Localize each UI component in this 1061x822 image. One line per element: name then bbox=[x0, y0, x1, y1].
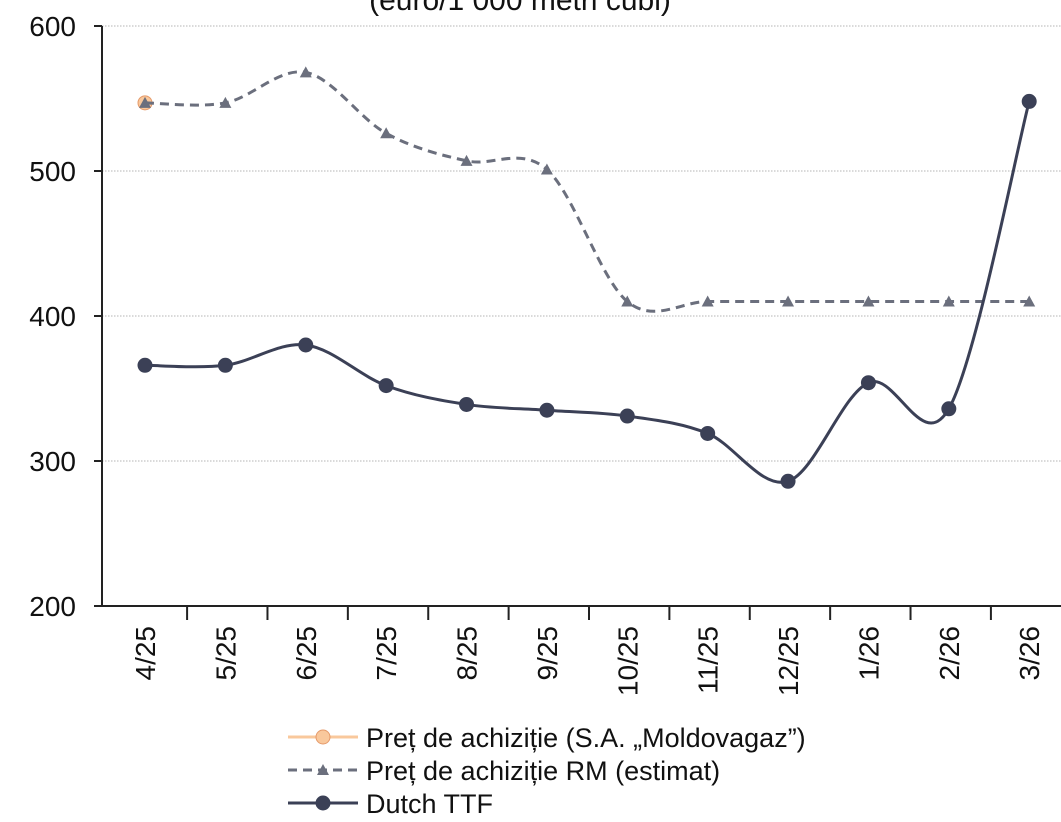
data-point bbox=[219, 96, 232, 108]
series-line bbox=[144, 101, 1031, 484]
legend-marker bbox=[315, 729, 331, 745]
legend-label: Preț de achiziție (S.A. „Moldovagaz”) bbox=[366, 723, 806, 753]
x-tick-label: 8/25 bbox=[452, 626, 483, 681]
y-tick-label: 400 bbox=[29, 301, 76, 332]
data-point bbox=[139, 96, 151, 108]
data-point bbox=[380, 127, 393, 139]
data-point bbox=[701, 295, 714, 307]
legend-marker bbox=[315, 795, 331, 811]
chart-title: (euro/1 000 metri cubi) bbox=[369, 0, 671, 17]
data-point bbox=[619, 408, 635, 424]
data-point bbox=[459, 396, 475, 412]
x-tick-label: 1/26 bbox=[853, 626, 884, 681]
x-tick-label: 10/25 bbox=[612, 626, 643, 696]
x-tick-label: 3/26 bbox=[1014, 626, 1045, 681]
data-point bbox=[700, 425, 716, 441]
y-tick-label: 600 bbox=[29, 11, 76, 42]
x-tick-label: 9/25 bbox=[532, 626, 563, 681]
x-tick-label: 6/25 bbox=[291, 626, 322, 681]
data-point bbox=[217, 357, 233, 373]
data-point bbox=[780, 473, 796, 489]
data-point bbox=[137, 357, 153, 373]
x-tick-label: 4/25 bbox=[130, 626, 161, 681]
x-tick-label: 5/25 bbox=[210, 626, 241, 681]
data-point bbox=[299, 66, 312, 78]
y-tick-label: 500 bbox=[29, 156, 76, 187]
data-point bbox=[1023, 295, 1036, 307]
data-point bbox=[860, 375, 876, 391]
x-tick-label: 2/26 bbox=[934, 626, 965, 681]
y-tick-label: 200 bbox=[29, 591, 76, 622]
x-tick-label: 12/25 bbox=[773, 626, 804, 696]
data-point bbox=[460, 154, 473, 166]
data-point bbox=[862, 295, 875, 307]
data-point bbox=[621, 295, 634, 307]
data-point bbox=[298, 337, 314, 353]
y-tick-label: 300 bbox=[29, 446, 76, 477]
x-tick-label: 11/25 bbox=[693, 626, 724, 694]
data-point bbox=[782, 295, 795, 307]
data-point bbox=[1021, 93, 1037, 109]
x-tick-label: 7/25 bbox=[371, 626, 402, 681]
legend-label: Preț de achiziție RM (estimat) bbox=[366, 756, 720, 786]
legend-label: Dutch TTF bbox=[366, 789, 493, 819]
data-point bbox=[539, 402, 555, 418]
data-point bbox=[941, 401, 957, 417]
legend-marker bbox=[317, 764, 329, 775]
data-point bbox=[540, 163, 553, 175]
data-point bbox=[378, 378, 394, 394]
data-point bbox=[942, 295, 955, 307]
series-line bbox=[144, 70, 1030, 313]
